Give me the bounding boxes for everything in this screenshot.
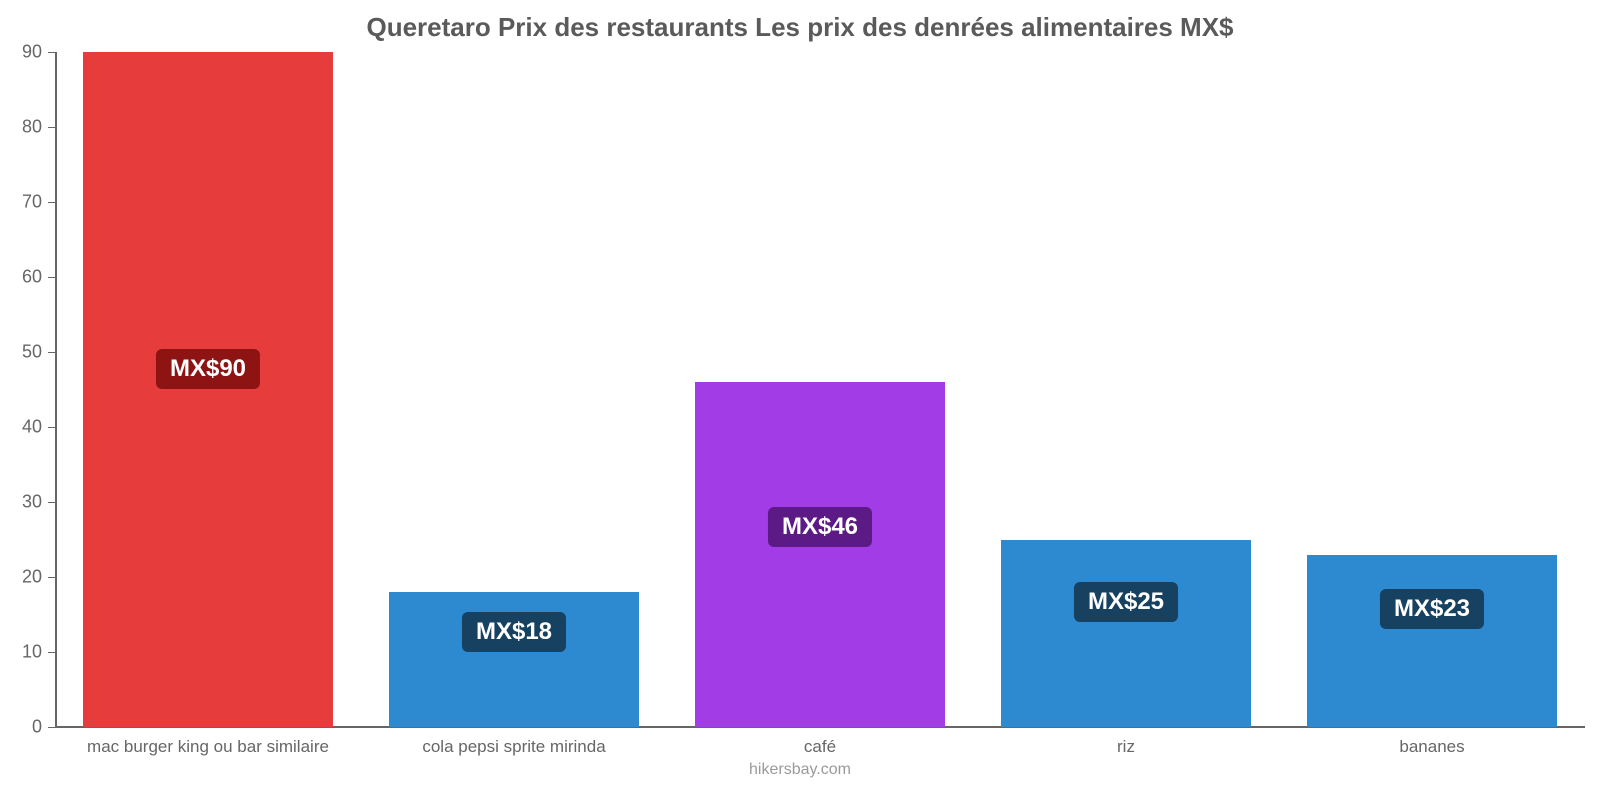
chart-title: Queretaro Prix des restaurants Les prix … [0, 12, 1600, 43]
x-category-label: café [804, 737, 836, 757]
y-tick-label: 20 [22, 567, 42, 588]
y-tick-mark [48, 427, 55, 429]
x-category-label: cola pepsi sprite mirinda [422, 737, 605, 757]
y-tick-mark [48, 577, 55, 579]
y-tick-mark [48, 52, 55, 54]
y-tick-label: 80 [22, 117, 42, 138]
bar-chart: Queretaro Prix des restaurants Les prix … [0, 0, 1600, 800]
y-tick-label: 90 [22, 42, 42, 63]
y-tick-label: 60 [22, 267, 42, 288]
plot-area: 0102030405060708090MX$90mac burger king … [55, 52, 1585, 727]
y-tick-mark [48, 352, 55, 354]
y-tick-label: 0 [32, 717, 42, 738]
y-tick-label: 70 [22, 192, 42, 213]
bar-value-label: MX$25 [1074, 582, 1178, 622]
bar [83, 52, 334, 727]
bar-value-label: MX$46 [768, 507, 872, 547]
x-category-label: mac burger king ou bar similaire [87, 737, 329, 757]
y-tick-label: 10 [22, 642, 42, 663]
x-category-label: riz [1117, 737, 1135, 757]
chart-footer: hikersbay.com [0, 761, 1600, 779]
y-axis [55, 52, 57, 727]
y-tick-mark [48, 502, 55, 504]
y-tick-mark [48, 652, 55, 654]
bar [695, 382, 946, 727]
bar-value-label: MX$90 [156, 349, 260, 389]
y-tick-mark [48, 202, 55, 204]
y-tick-mark [48, 727, 55, 729]
bar [1307, 555, 1558, 728]
y-tick-label: 40 [22, 417, 42, 438]
y-tick-label: 50 [22, 342, 42, 363]
y-tick-label: 30 [22, 492, 42, 513]
bar-value-label: MX$23 [1380, 589, 1484, 629]
bar [1001, 540, 1252, 728]
x-category-label: bananes [1399, 737, 1464, 757]
y-tick-mark [48, 127, 55, 129]
y-tick-mark [48, 277, 55, 279]
bar-value-label: MX$18 [462, 612, 566, 652]
